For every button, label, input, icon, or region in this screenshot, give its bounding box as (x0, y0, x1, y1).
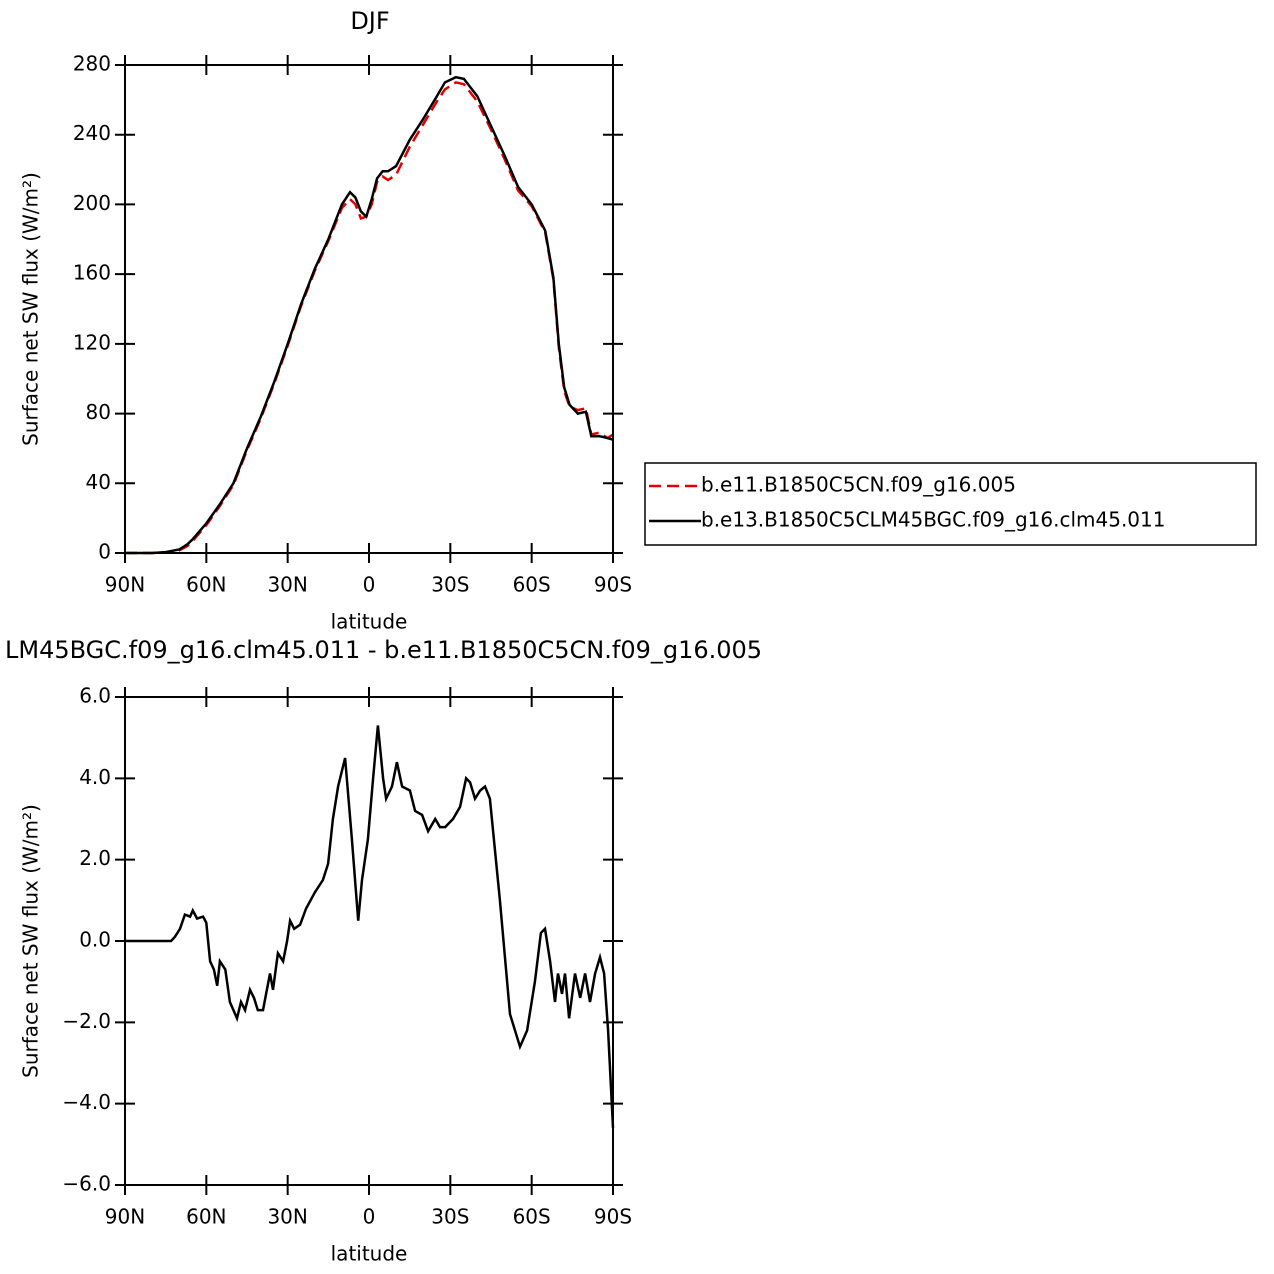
x-tick-label: 30S (431, 573, 469, 597)
y-tick-label: −2.0 (62, 1009, 111, 1033)
x-tick-label: 60N (186, 573, 226, 597)
y-tick-label: 6.0 (79, 684, 111, 708)
chart-title: LM45BGC.f09_g16.clm45.011 - b.e11.B1850C… (5, 636, 762, 664)
legend-label: b.e13.B1850C5CLM45BGC.f09_g16.clm45.011 (701, 508, 1165, 532)
y-tick-label: 80 (86, 400, 111, 424)
y-tick-label: 200 (73, 191, 111, 215)
x-tick-label: 30N (267, 573, 307, 597)
x-axis-label: latitude (331, 1242, 408, 1266)
y-tick-label: −4.0 (62, 1090, 111, 1114)
y-tick-label: −6.0 (62, 1172, 111, 1196)
x-tick-label: 90S (594, 573, 632, 597)
x-tick-label: 90N (105, 573, 145, 597)
legend-label: b.e11.B1850C5CN.f09_g16.005 (701, 473, 1016, 497)
data-line (125, 81, 614, 555)
data-line (125, 75, 614, 555)
legend-box (644, 462, 1257, 546)
y-tick-label: 2.0 (79, 846, 111, 870)
y-tick-label: 280 (73, 52, 111, 76)
plot-frame (124, 64, 614, 554)
chart-title: DJF (350, 7, 389, 35)
y-tick-label: 0 (98, 540, 111, 564)
x-axis-label: latitude (331, 610, 408, 634)
y-tick-label: 0.0 (79, 928, 111, 952)
x-tick-label: 60N (186, 1205, 226, 1229)
data-line (125, 725, 615, 1129)
plot-frame (124, 696, 614, 1186)
y-axis-label: Surface net SW flux (W/m²) (19, 172, 43, 446)
x-tick-label: 90N (105, 1205, 145, 1229)
y-tick-label: 40 (86, 470, 111, 494)
x-tick-label: 90S (594, 1205, 632, 1229)
y-tick-label: 120 (73, 330, 111, 354)
y-tick-label: 4.0 (79, 765, 111, 789)
x-tick-label: 60S (513, 573, 551, 597)
y-tick-label: 240 (73, 121, 111, 145)
y-tick-label: 160 (73, 261, 111, 285)
x-tick-label: 30N (267, 1205, 307, 1229)
y-axis-label: Surface net SW flux (W/m²) (19, 804, 43, 1078)
x-tick-label: 0 (363, 573, 376, 597)
x-tick-label: 0 (363, 1205, 376, 1229)
x-tick-label: 60S (513, 1205, 551, 1229)
x-tick-label: 30S (431, 1205, 469, 1229)
